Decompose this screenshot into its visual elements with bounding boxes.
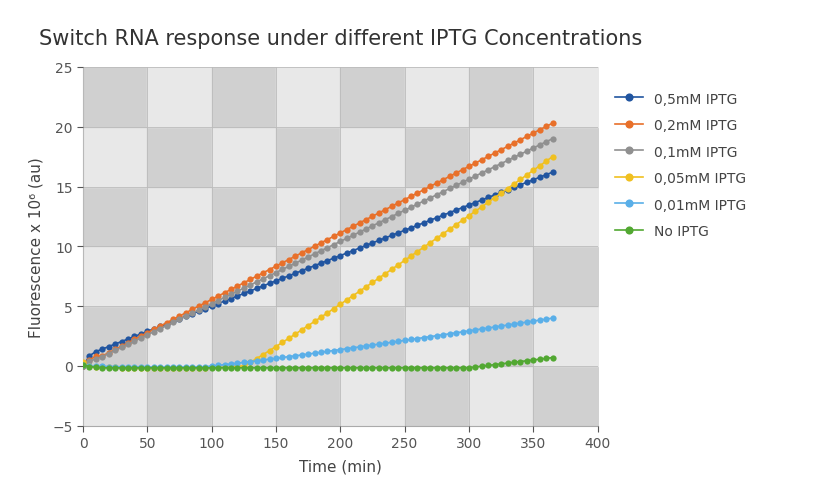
0,05mM IPTG — [349, 293, 359, 299]
0,1mM IPTG — [181, 314, 191, 319]
0,01mM IPTG — [188, 364, 198, 370]
Line: 0,2mM IPTG: 0,2mM IPTG — [80, 121, 556, 369]
No IPTG — [78, 362, 88, 368]
No IPTG — [342, 365, 352, 371]
Line: 0,1mM IPTG: 0,1mM IPTG — [80, 136, 556, 369]
0,2mM IPTG — [502, 144, 512, 150]
0,5mM IPTG — [502, 188, 512, 194]
0,1mM IPTG — [174, 317, 184, 322]
0,5mM IPTG — [174, 316, 184, 322]
0,5mM IPTG — [78, 363, 88, 369]
0,5mM IPTG — [181, 314, 191, 319]
Line: 0,5mM IPTG: 0,5mM IPTG — [80, 170, 556, 369]
No IPTG — [548, 355, 558, 361]
0,01mM IPTG — [78, 362, 88, 368]
0,1mM IPTG — [548, 136, 558, 142]
No IPTG — [509, 360, 519, 365]
0,1mM IPTG — [78, 363, 88, 369]
0,01mM IPTG — [342, 346, 352, 352]
0,5mM IPTG — [335, 253, 345, 259]
0,01mM IPTG — [155, 364, 165, 370]
0,2mM IPTG — [78, 363, 88, 369]
Line: 0,05mM IPTG: 0,05mM IPTG — [80, 154, 556, 372]
0,2mM IPTG — [335, 230, 345, 236]
No IPTG — [349, 365, 359, 371]
0,01mM IPTG — [239, 360, 249, 365]
0,2mM IPTG — [548, 121, 558, 127]
0,2mM IPTG — [342, 227, 352, 233]
0,5mM IPTG — [232, 293, 242, 299]
0,05mM IPTG — [509, 182, 519, 187]
0,1mM IPTG — [232, 289, 242, 295]
0,2mM IPTG — [174, 314, 184, 319]
0,05mM IPTG — [78, 360, 88, 365]
No IPTG — [181, 365, 191, 371]
X-axis label: Time (min): Time (min) — [299, 459, 382, 473]
0,1mM IPTG — [342, 236, 352, 242]
0,01mM IPTG — [548, 316, 558, 321]
Y-axis label: Fluorescence x 10⁶ (au): Fluorescence x 10⁶ (au) — [29, 157, 44, 337]
No IPTG — [188, 365, 198, 371]
0,05mM IPTG — [342, 297, 352, 303]
0,05mM IPTG — [181, 365, 191, 371]
0,1mM IPTG — [502, 158, 512, 164]
0,01mM IPTG — [349, 345, 359, 351]
0,1mM IPTG — [335, 239, 345, 245]
0,2mM IPTG — [232, 284, 242, 289]
0,05mM IPTG — [239, 363, 249, 369]
Line: 0,01mM IPTG: 0,01mM IPTG — [80, 316, 556, 371]
0,01mM IPTG — [181, 364, 191, 370]
Legend: 0,5mM IPTG, 0,2mM IPTG, 0,1mM IPTG, 0,05mM IPTG, 0,01mM IPTG, No IPTG: 0,5mM IPTG, 0,2mM IPTG, 0,1mM IPTG, 0,05… — [615, 92, 746, 239]
0,05mM IPTG — [155, 366, 165, 372]
Line: No IPTG: No IPTG — [80, 355, 556, 371]
0,05mM IPTG — [188, 365, 198, 371]
Text: Switch RNA response under different IPTG Concentrations: Switch RNA response under different IPTG… — [39, 29, 642, 49]
0,05mM IPTG — [548, 154, 558, 160]
0,01mM IPTG — [509, 321, 519, 327]
0,5mM IPTG — [548, 170, 558, 176]
0,5mM IPTG — [342, 251, 352, 257]
No IPTG — [97, 365, 107, 371]
0,2mM IPTG — [181, 310, 191, 316]
No IPTG — [239, 365, 249, 371]
